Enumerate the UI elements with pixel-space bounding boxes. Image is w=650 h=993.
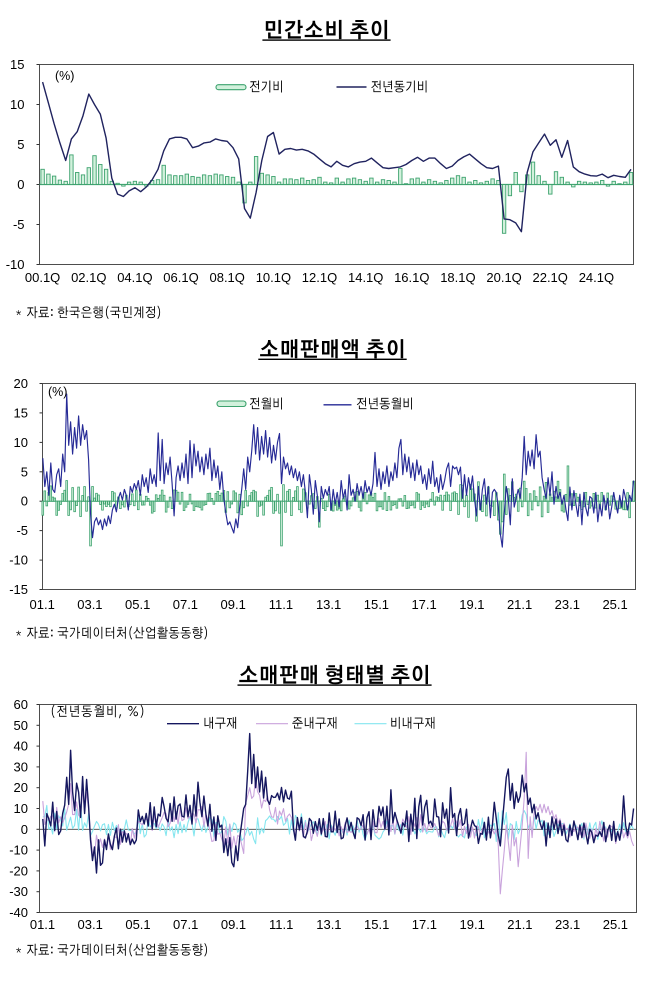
svg-text:08.1Q: 08.1Q (209, 270, 244, 285)
svg-text:04.1Q: 04.1Q (117, 270, 152, 285)
svg-text:17.1: 17.1 (411, 597, 436, 612)
svg-text:03.1: 03.1 (78, 917, 103, 932)
svg-text:00.1Q: 00.1Q (25, 270, 60, 285)
svg-text:23.1: 23.1 (555, 597, 580, 612)
svg-text:20: 20 (14, 780, 28, 795)
svg-text:30: 30 (14, 759, 28, 774)
svg-text:17.1: 17.1 (412, 917, 437, 932)
svg-text:14.1Q: 14.1Q (348, 270, 383, 285)
svg-text:25.1: 25.1 (603, 917, 628, 932)
svg-text:0: 0 (17, 177, 24, 192)
svg-text:01.1: 01.1 (30, 597, 55, 612)
svg-text:60: 60 (14, 697, 28, 712)
svg-text:0: 0 (21, 494, 28, 509)
svg-text:-10: -10 (6, 257, 25, 272)
svg-text:5: 5 (17, 137, 24, 152)
svg-text:19.1: 19.1 (459, 597, 484, 612)
svg-text:(%): (%) (55, 69, 74, 83)
svg-text:20: 20 (14, 376, 28, 391)
svg-text:50: 50 (14, 718, 28, 733)
svg-text:10.1Q: 10.1Q (256, 270, 291, 285)
svg-text:10: 10 (10, 97, 24, 112)
svg-text:15: 15 (10, 57, 24, 72)
svg-text:13.1: 13.1 (316, 597, 341, 612)
svg-text:12.1Q: 12.1Q (302, 270, 337, 285)
svg-text:07.1: 07.1 (173, 917, 198, 932)
svg-text:-10: -10 (9, 843, 28, 858)
svg-text:15: 15 (14, 405, 28, 420)
svg-text:05.1: 05.1 (125, 597, 150, 612)
svg-text:-40: -40 (9, 905, 28, 920)
svg-text:10: 10 (14, 435, 28, 450)
svg-text:16.1Q: 16.1Q (394, 270, 429, 285)
svg-text:15.1: 15.1 (364, 917, 389, 932)
svg-text:03.1: 03.1 (77, 597, 102, 612)
svg-text:13.1: 13.1 (316, 917, 341, 932)
svg-text:5: 5 (21, 464, 28, 479)
svg-text:11.1: 11.1 (269, 917, 293, 932)
svg-text:10: 10 (14, 801, 28, 816)
svg-text:21.1: 21.1 (507, 597, 532, 612)
svg-text:20.1Q: 20.1Q (486, 270, 521, 285)
svg-text:24.1Q: 24.1Q (579, 270, 614, 285)
svg-text:18.1Q: 18.1Q (440, 270, 475, 285)
svg-text:23.1: 23.1 (555, 917, 580, 932)
svg-text:-20: -20 (9, 863, 28, 878)
svg-text:01.1: 01.1 (30, 917, 55, 932)
svg-text:05.1: 05.1 (125, 917, 150, 932)
svg-text:11.1: 11.1 (269, 597, 293, 612)
svg-text:(%): (%) (48, 385, 67, 399)
svg-text:19.1: 19.1 (460, 917, 485, 932)
svg-text:25.1: 25.1 (602, 597, 627, 612)
svg-text:22.1Q: 22.1Q (532, 270, 567, 285)
svg-text:-10: -10 (9, 553, 28, 568)
svg-text:07.1: 07.1 (173, 597, 198, 612)
svg-text:40: 40 (14, 739, 28, 754)
svg-text:-15: -15 (9, 582, 28, 597)
svg-text:-5: -5 (16, 523, 28, 538)
svg-text:02.1Q: 02.1Q (71, 270, 106, 285)
svg-text:15.1: 15.1 (364, 597, 389, 612)
svg-text:09.1: 09.1 (221, 597, 246, 612)
svg-text:09.1: 09.1 (221, 917, 246, 932)
svg-text:-30: -30 (9, 884, 28, 899)
svg-text:0: 0 (21, 822, 28, 837)
svg-text:21.1: 21.1 (507, 917, 532, 932)
svg-text:06.1Q: 06.1Q (163, 270, 198, 285)
svg-text:-5: -5 (13, 217, 25, 232)
